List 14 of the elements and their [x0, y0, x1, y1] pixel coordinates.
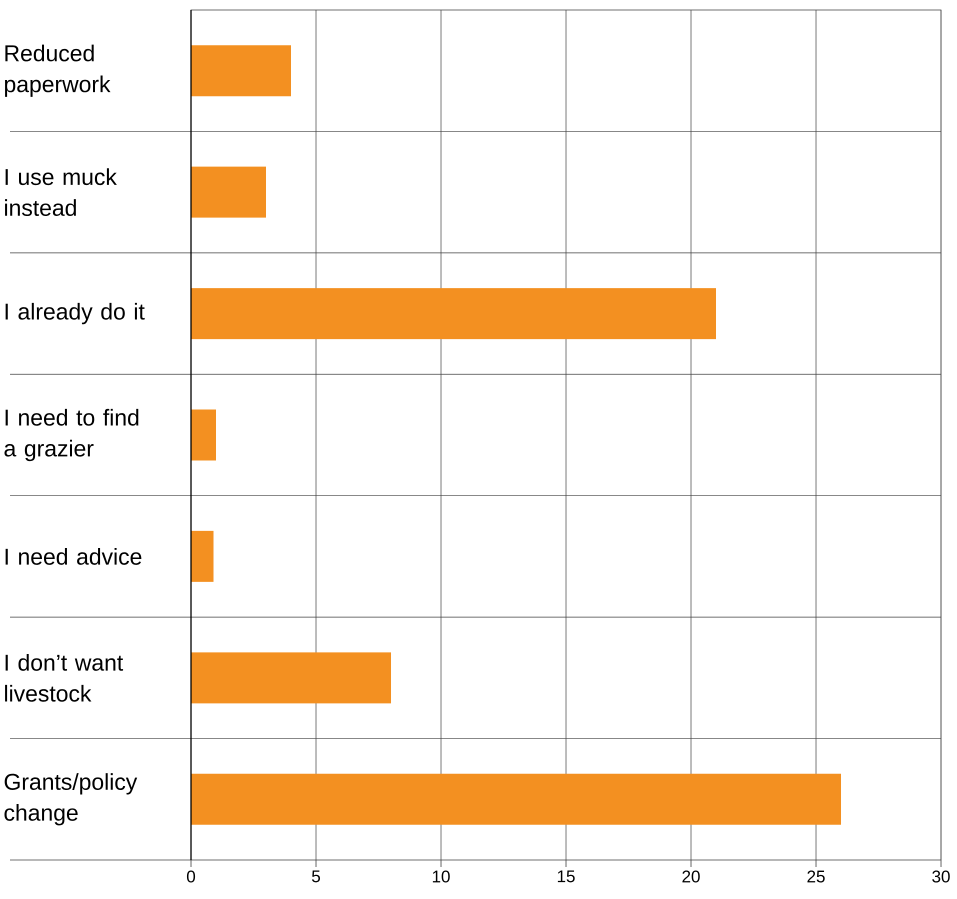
y-tick-label: Grants/policy change [4, 773, 138, 826]
y-tick-label: I don’t want livestock [5, 654, 124, 702]
x-tick-label: 5 [312, 870, 320, 882]
x-tick-label: 25 [807, 870, 825, 883]
y-tick-label: I need advice [6, 548, 142, 565]
y-tick-label: I need to find a grazier [4, 408, 138, 462]
x-tick-label: 10 [432, 870, 450, 883]
x-tick-label: 0 [186, 870, 196, 883]
y-tick-label: I use muck instead [5, 168, 117, 216]
x-tick-label: 30 [932, 870, 950, 883]
y-tick-label: Reduced paperwork [5, 44, 111, 97]
x-tick-label: 15 [558, 870, 575, 882]
x-tick-label: 20 [682, 870, 700, 883]
y-tick-label: I already do it [6, 302, 145, 324]
